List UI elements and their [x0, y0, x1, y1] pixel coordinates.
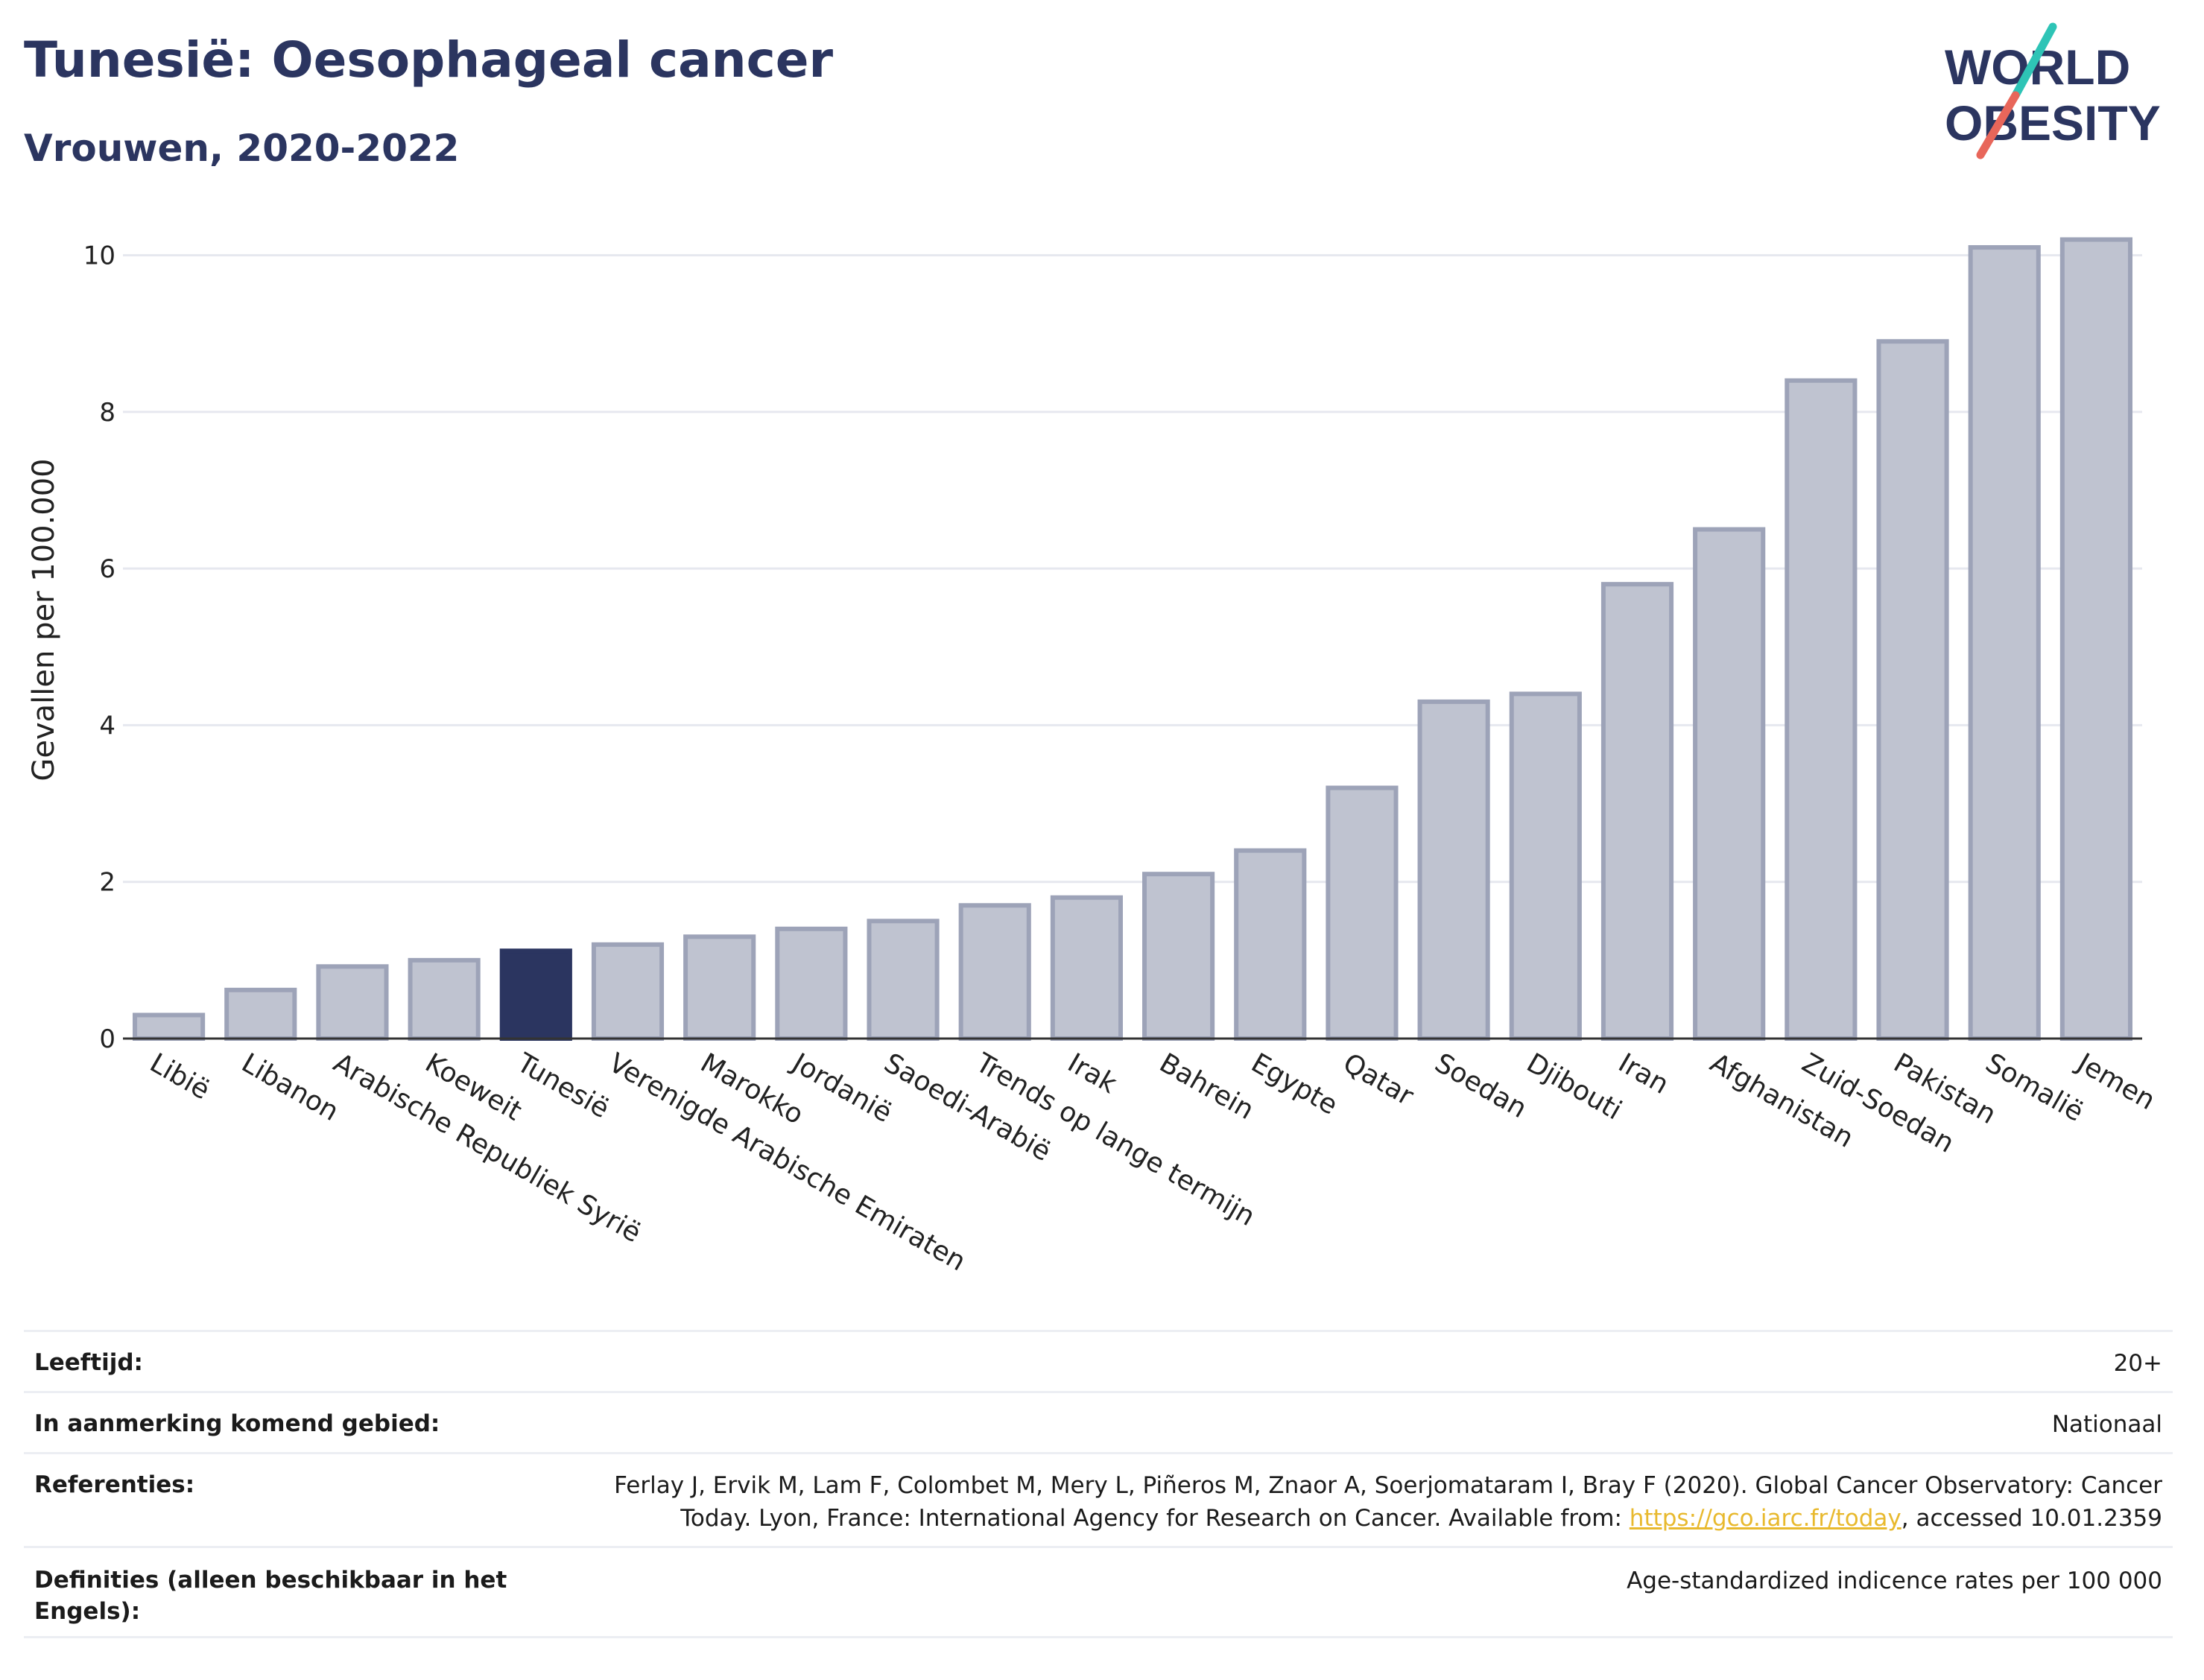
info-row-definitions: Definities (alleen beschikbaar in het En… — [24, 1546, 2173, 1638]
logo-slash-coral — [1976, 91, 2020, 159]
bars — [133, 237, 2132, 1042]
bar-18 — [1693, 527, 1766, 1041]
info-row-age: Leeftijd: 20+ — [24, 1330, 2173, 1391]
x-tick-label: Libië — [145, 1047, 215, 1106]
bar-1 — [133, 1012, 206, 1042]
x-tick-label: Soedan — [1430, 1047, 1532, 1124]
logo-slash-teal — [2011, 22, 2057, 100]
x-tick-label: Zuid-Soedan — [1796, 1047, 1959, 1159]
info-label: Leeftijd: — [34, 1349, 143, 1376]
chart-title: Tunesië: Oesophageal cancer — [24, 31, 834, 89]
x-tick-label: Djibouti — [1521, 1047, 1627, 1126]
info-label: Referenties: — [34, 1471, 195, 1498]
bar-9 — [867, 919, 940, 1042]
x-tick-label: Libanon — [236, 1047, 343, 1127]
bar-15 — [1417, 699, 1490, 1042]
x-tick-label: Irak — [1063, 1047, 1122, 1100]
bar-6 — [591, 942, 665, 1042]
bar-20 — [1876, 339, 1949, 1041]
bar-16 — [1509, 691, 1582, 1041]
bar-3 — [316, 964, 389, 1041]
x-tick-label: Bahrein — [1154, 1047, 1258, 1126]
bar-13 — [1234, 848, 1307, 1041]
bar-17 — [1600, 582, 1674, 1041]
bar-10 — [958, 903, 1031, 1042]
info-row-references: Referenties: Ferlay J, Ervik M, Lam F, C… — [24, 1452, 2173, 1546]
x-tick-label: Qatar — [1337, 1047, 1418, 1112]
reference-link[interactable]: https://gco.iarc.fr/today — [1629, 1505, 1901, 1532]
y-tick-label: 10 — [83, 241, 115, 271]
world-obesity-logo: WORLD OBESITY — [1945, 22, 2161, 159]
info-label: In aanmerking komend gebied: — [34, 1410, 440, 1437]
x-tick-label: Egypte — [1246, 1047, 1343, 1121]
y-tick-label: 2 — [99, 868, 115, 898]
y-tick-label: 6 — [99, 554, 115, 584]
bar-21 — [1968, 245, 2041, 1041]
bar-12 — [1142, 872, 1215, 1041]
bar-19 — [1785, 378, 1858, 1041]
chart-subtitle: Vrouwen, 2020-2022 — [24, 127, 460, 170]
x-tick-label: Somalië — [1980, 1047, 2089, 1128]
bar-5 — [499, 948, 572, 1041]
info-value: Ferlay J, Ervik M, Lam F, Colombet M, Me… — [598, 1469, 2162, 1535]
x-tick-label: Tunesië — [511, 1047, 614, 1125]
reference-text: Ferlay J, Ervik M, Lam F, Colombet M, Me… — [614, 1472, 2162, 1532]
x-tick-label: Iran — [1613, 1047, 1673, 1100]
info-table: Leeftijd: 20+ In aanmerking komend gebie… — [24, 1330, 2173, 1638]
bar-2 — [224, 987, 297, 1041]
x-tick-label: Jordanië — [786, 1047, 897, 1129]
bar-7 — [683, 934, 756, 1042]
info-value: Nationaal — [2051, 1411, 2162, 1438]
y-tick-label: 8 — [99, 398, 115, 428]
info-value: 20+ — [2113, 1350, 2162, 1377]
info-row-area: In aanmerking komend gebied: Nationaal — [24, 1391, 2173, 1452]
info-label: Definities (alleen beschikbaar in het En… — [34, 1567, 507, 1625]
bar-8 — [775, 926, 848, 1042]
logo-text-line2: OBESITY — [1945, 95, 2161, 150]
bar-11 — [1050, 895, 1123, 1041]
y-tick-label: 0 — [99, 1024, 115, 1054]
reference-suffix: , accessed 10.01.2359 — [1901, 1505, 2162, 1532]
bar-22 — [2059, 237, 2132, 1041]
info-value: Age-standardized indicence rates per 100… — [1627, 1568, 2162, 1594]
y-tick-label: 4 — [99, 711, 115, 741]
bar-14 — [1326, 785, 1399, 1041]
y-axis-title: Gevallen per 100.000 — [27, 458, 61, 781]
bar-4 — [408, 957, 481, 1042]
